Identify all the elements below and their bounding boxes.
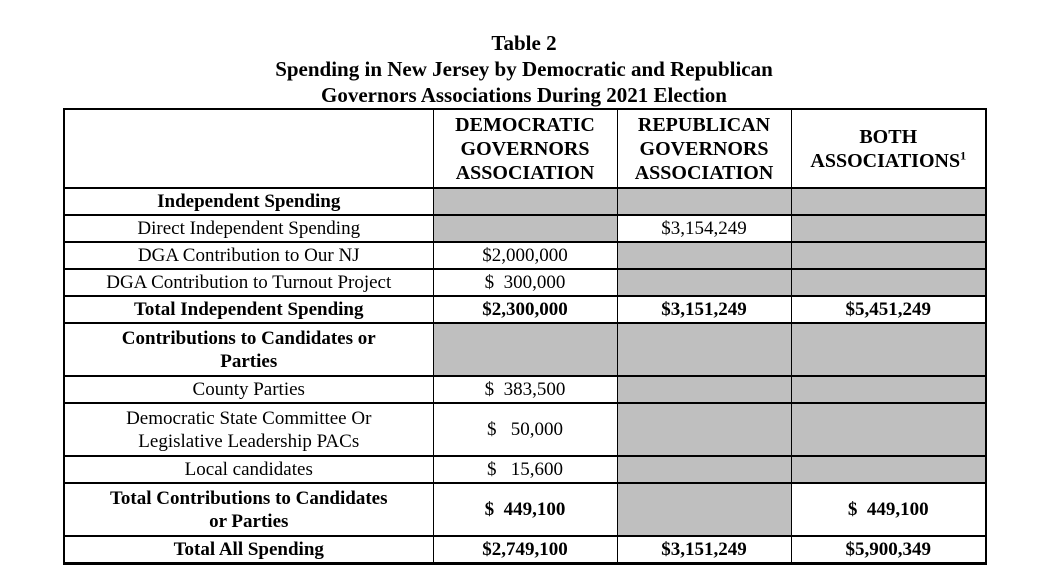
footnote-superscript: 1: [960, 147, 967, 162]
value-cell-dga: $2,300,000: [432, 295, 618, 324]
value-cell-dga: $ 383,500: [432, 375, 618, 404]
column-header-rga: REPUBLICAN GOVERNORS ASSOCIATION: [616, 108, 792, 189]
value-cell-dga: [432, 214, 618, 243]
value-cell-rga: $3,151,249: [616, 295, 792, 324]
table-row-total-independent-spending: Total Independent Spending $2,300,000 $3…: [63, 295, 987, 324]
row-label-cell: Independent Spending: [63, 187, 434, 216]
value-cell-dga: [432, 322, 618, 377]
row-label-cell: Total All Spending: [63, 535, 434, 565]
value-cell-rga: [616, 187, 792, 216]
row-label-cell: DGA Contribution to Turnout Project: [63, 268, 434, 297]
value-cell-rga: [616, 268, 792, 297]
row-label-cell: Local candidates: [63, 455, 434, 484]
value-cell-both: [790, 241, 987, 270]
value-cell-dga: $2,749,100: [432, 535, 618, 565]
value-cell-both: $ 449,100: [790, 482, 987, 537]
column-header-dga: DEMOCRATIC GOVERNORS ASSOCIATION: [432, 108, 618, 189]
value-cell-both: [790, 402, 987, 457]
value-cell-dga: $ 449,100: [432, 482, 618, 537]
table-row-local-candidates: Local candidates $ 15,600: [63, 455, 987, 484]
table-row-dga-contribution-our-nj: DGA Contribution to Our NJ $2,000,000: [63, 241, 987, 270]
table-number-title: Table 2: [491, 31, 557, 55]
row-label-cell: County Parties: [63, 375, 434, 404]
value-cell-both: [790, 322, 987, 377]
value-cell-both: [790, 268, 987, 297]
value-cell-rga: [616, 455, 792, 484]
value-cell-both: $5,451,249: [790, 295, 987, 324]
column-header-row-labels: [63, 108, 434, 189]
value-cell-dga: [432, 187, 618, 216]
table-row-total-contributions: Total Contributions to Candidates or Par…: [63, 482, 987, 537]
value-cell-rga: [616, 375, 792, 404]
value-cell-dga: $2,000,000: [432, 241, 618, 270]
table-row-democratic-state-committee: Democratic State Committee Or Legislativ…: [63, 402, 987, 457]
value-cell-rga: [616, 322, 792, 377]
value-cell-dga: $ 300,000: [432, 268, 618, 297]
row-label-cell: Contributions to Candidates or Parties: [63, 322, 434, 377]
value-cell-rga: $3,151,249: [616, 535, 792, 565]
table-row-direct-independent-spending: Direct Independent Spending $3,154,249: [63, 214, 987, 243]
value-cell-dga: $ 15,600: [432, 455, 618, 484]
row-label-cell: Direct Independent Spending: [63, 214, 434, 243]
table-row-county-parties: County Parties $ 383,500: [63, 375, 987, 404]
row-label-cell: Democratic State Committee Or Legislativ…: [63, 402, 434, 457]
row-label-cell: DGA Contribution to Our NJ: [63, 241, 434, 270]
table-title-line-2: Governors Associations During 2021 Elect…: [320, 83, 727, 107]
value-cell-dga: $ 50,000: [432, 402, 618, 457]
table-row-total-all-spending: Total All Spending $2,749,100 $3,151,249…: [63, 535, 987, 565]
header-row: DEMOCRATIC GOVERNORS ASSOCIATION REPUBLI…: [63, 108, 987, 189]
value-cell-both: [790, 187, 987, 216]
value-cell-both: [790, 455, 987, 484]
table-row-contributions-to-candidates: Contributions to Candidates or Parties: [63, 322, 987, 377]
value-cell-rga: [616, 482, 792, 537]
table-caption: Table 2 Spending in New Jersey by Democr…: [63, 30, 985, 108]
table-title-line-1: Spending in New Jersey by Democratic and…: [275, 57, 773, 81]
value-cell-rga: $3,154,249: [616, 214, 792, 243]
spending-table: DEMOCRATIC GOVERNORS ASSOCIATION REPUBLI…: [63, 108, 987, 565]
value-cell-both: [790, 214, 987, 243]
table-row-independent-spending: Independent Spending: [63, 187, 987, 216]
column-header-both: BOTH ASSOCIATIONS1: [790, 108, 987, 189]
value-cell-rga: [616, 402, 792, 457]
table-row-dga-contribution-turnout-project: DGA Contribution to Turnout Project $ 30…: [63, 268, 987, 297]
value-cell-both: [790, 375, 987, 404]
row-label-cell: Total Contributions to Candidates or Par…: [63, 482, 434, 537]
value-cell-rga: [616, 241, 792, 270]
value-cell-both: $5,900,349: [790, 535, 987, 565]
column-header-both-label: BOTH ASSOCIATIONS: [810, 125, 961, 172]
row-label-cell: Total Independent Spending: [63, 295, 434, 324]
